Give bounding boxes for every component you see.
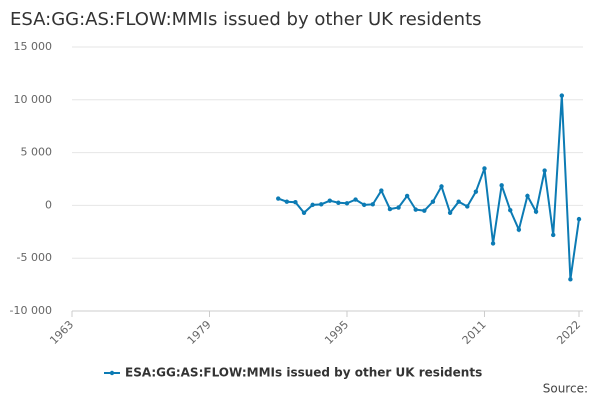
data-point (465, 204, 470, 209)
data-point (542, 168, 547, 173)
data-point (353, 197, 358, 202)
data-point (413, 207, 418, 212)
data-point (525, 193, 530, 199)
data-point (490, 241, 496, 246)
y-tick-label: 10 000 (14, 93, 53, 106)
data-point (387, 206, 393, 212)
chart-title: ESA:GG:AS:FLOW:MMIs issued by other UK r… (10, 9, 482, 30)
data-point (327, 198, 332, 203)
data-point (284, 199, 290, 204)
legend-swatch (109, 370, 115, 376)
series-line (277, 95, 580, 280)
data-point (422, 208, 427, 213)
x-tick-label: 2011 (460, 318, 489, 347)
data-point (576, 216, 582, 222)
data-point (568, 277, 573, 282)
data-point (533, 209, 539, 214)
data-point (473, 189, 479, 194)
data-point (301, 210, 307, 215)
data-point (336, 200, 341, 205)
data-point (276, 196, 281, 201)
data-point (344, 201, 350, 206)
data-point (404, 193, 410, 199)
data-point (319, 202, 324, 207)
x-tick-label: 2022 (554, 318, 583, 347)
source: Source: (543, 382, 588, 396)
data-point (439, 184, 444, 189)
data-point (559, 93, 565, 98)
data-point (508, 207, 513, 213)
y-tick-label: 15 000 (14, 40, 53, 53)
legend-label: ESA:GG:AS:FLOW:MMIs issued by other UK r… (125, 366, 482, 380)
y-tick-label: 5 000 (21, 146, 53, 159)
y-tick-label: -10 000 (10, 304, 52, 317)
data-point (447, 210, 453, 215)
data-point (396, 205, 401, 210)
data-point (516, 227, 522, 232)
data-point (551, 232, 556, 238)
x-tick-label: 1995 (322, 318, 351, 347)
data-point (370, 202, 375, 207)
x-tick-label: 1963 (47, 318, 76, 347)
y-tick-label: 0 (45, 198, 52, 211)
data-point (293, 200, 298, 205)
data-point (430, 199, 436, 204)
y-tick-label: -5 000 (17, 251, 52, 264)
data-point (379, 188, 384, 193)
data-point (482, 166, 487, 171)
data-point (499, 183, 504, 188)
data-point (456, 199, 461, 204)
data-point (310, 202, 315, 208)
x-tick-label: 1979 (185, 318, 214, 347)
data-point (361, 202, 367, 208)
